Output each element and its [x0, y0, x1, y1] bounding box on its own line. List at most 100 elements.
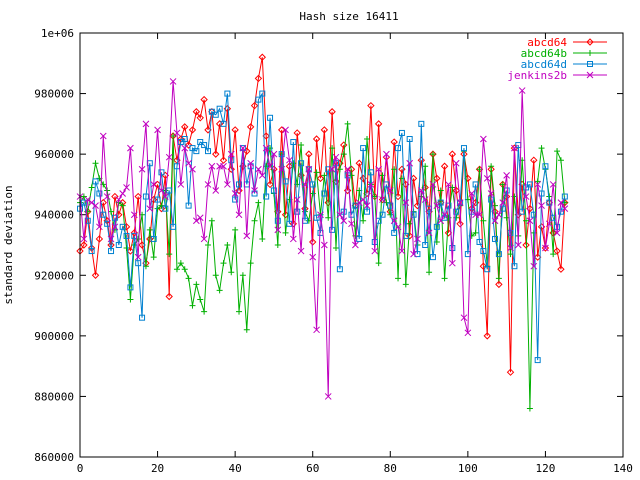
- data-point: [340, 217, 348, 225]
- data-point: [208, 162, 216, 170]
- data-point: [519, 208, 526, 215]
- data-point: [267, 114, 274, 121]
- data-point: [270, 187, 277, 194]
- data-point: [390, 138, 398, 146]
- data-point: [445, 181, 452, 188]
- data-point: [263, 163, 270, 170]
- data-point: [177, 139, 184, 146]
- data-point: [321, 190, 328, 197]
- data-point: [297, 247, 305, 255]
- data-point: [414, 235, 421, 243]
- data-point: [375, 165, 383, 173]
- data-point: [177, 181, 185, 188]
- data-point: [228, 269, 235, 276]
- data-point: [371, 193, 378, 200]
- data-point: [534, 178, 541, 185]
- data-point: [554, 148, 561, 155]
- data-point: [123, 184, 130, 191]
- data-point: [316, 174, 325, 183]
- data-point: [259, 90, 266, 97]
- data-point: [219, 156, 228, 164]
- data-point: [115, 242, 122, 248]
- data-point: [107, 235, 115, 243]
- x-tick-label: 120: [535, 462, 555, 475]
- data-point: [131, 242, 138, 248]
- data-point: [348, 172, 355, 179]
- data-point: [344, 165, 351, 173]
- data-point: [220, 260, 227, 267]
- data-point: [193, 281, 200, 288]
- data-point: [511, 144, 518, 152]
- data-point: [476, 211, 483, 219]
- data-point: [232, 226, 239, 233]
- data-point: [239, 144, 247, 152]
- y-tick-label: 960000: [34, 148, 74, 161]
- data-point: [526, 405, 533, 412]
- data-point: [340, 141, 348, 149]
- data-point: [165, 292, 173, 301]
- data-point: [329, 226, 336, 233]
- data-point: [134, 192, 142, 201]
- data-point: [247, 260, 254, 267]
- data-point: [542, 244, 549, 252]
- data-point: [204, 181, 212, 188]
- data-point: [395, 275, 402, 282]
- data-point: [177, 260, 184, 267]
- data-point: [99, 132, 107, 140]
- data-point: [480, 248, 487, 255]
- data-point: [402, 281, 409, 288]
- data-point: [250, 101, 259, 110]
- data-point: [313, 214, 320, 221]
- data-point: [251, 217, 258, 224]
- data-point: [507, 244, 514, 252]
- data-point: [364, 208, 371, 215]
- series-line: [79, 123, 566, 409]
- data-point: [166, 187, 173, 194]
- data-point: [541, 244, 550, 252]
- data-point: [410, 211, 417, 218]
- data-point: [274, 226, 282, 234]
- data-point: [293, 196, 301, 203]
- data-point: [542, 163, 549, 170]
- plot-frame: [79, 32, 624, 458]
- data-point: [192, 108, 201, 116]
- data-point: [324, 393, 332, 400]
- data-point: [277, 126, 286, 134]
- data-point: [309, 238, 317, 246]
- data-point: [266, 180, 274, 189]
- data-point: [405, 232, 414, 240]
- data-point: [197, 139, 204, 146]
- data-point: [336, 211, 344, 219]
- data-point: [150, 181, 158, 188]
- data-point: [80, 193, 87, 200]
- data-point: [154, 205, 161, 212]
- data-point: [286, 220, 293, 227]
- data-point: [235, 211, 243, 219]
- data-point: [479, 262, 488, 270]
- data-point: [437, 187, 444, 194]
- data-point: [506, 368, 515, 376]
- data-point: [317, 211, 324, 219]
- data-point: [553, 229, 561, 237]
- data-point: [433, 202, 441, 209]
- data-point: [429, 254, 436, 261]
- data-point: [290, 160, 297, 167]
- legend-marker: [587, 61, 593, 67]
- data-point: [557, 199, 565, 206]
- y-tick-label: 880000: [34, 390, 74, 403]
- data-point: [476, 238, 483, 245]
- data-point: [328, 165, 336, 173]
- data-point: [212, 111, 219, 118]
- data-point: [239, 272, 246, 279]
- data-point: [374, 120, 383, 128]
- data-point: [232, 196, 239, 203]
- data-point: [298, 160, 305, 167]
- data-point: [429, 181, 437, 188]
- data-point: [162, 205, 169, 212]
- data-point: [511, 263, 518, 270]
- data-point: [363, 202, 371, 209]
- data-point: [263, 193, 270, 200]
- data-point: [492, 235, 499, 242]
- data-point: [503, 171, 510, 179]
- data-point: [251, 187, 258, 194]
